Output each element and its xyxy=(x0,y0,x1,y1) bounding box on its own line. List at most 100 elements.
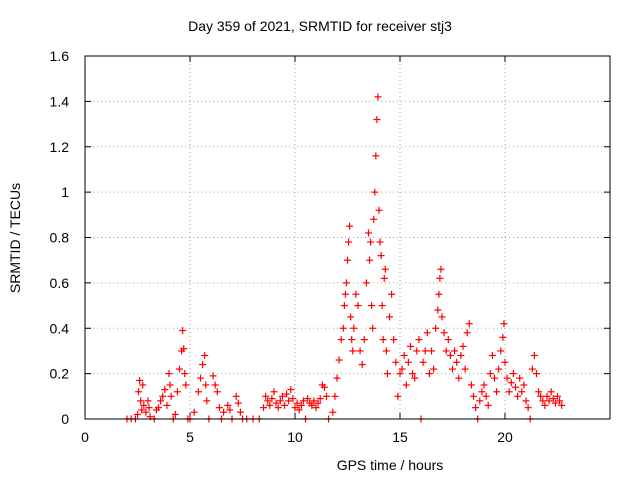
data-point xyxy=(459,342,467,350)
y-tick-label: 0.2 xyxy=(50,366,70,382)
data-point xyxy=(409,370,417,378)
data-point xyxy=(375,206,383,214)
data-point xyxy=(163,401,171,409)
data-point xyxy=(374,93,382,101)
data-point xyxy=(453,358,461,366)
data-point xyxy=(480,381,488,389)
data-point xyxy=(430,365,438,373)
x-tick-label: 0 xyxy=(81,429,89,445)
data-point xyxy=(465,320,473,328)
data-point xyxy=(402,381,410,389)
data-point xyxy=(297,401,305,409)
data-point xyxy=(488,351,496,359)
data-point xyxy=(135,388,143,396)
data-point xyxy=(368,302,376,310)
data-point xyxy=(167,392,175,400)
data-point xyxy=(419,358,427,366)
data-point xyxy=(381,265,389,273)
data-point xyxy=(451,347,459,355)
data-point xyxy=(144,397,152,405)
data-point xyxy=(537,392,545,400)
data-point xyxy=(337,336,345,344)
data-point xyxy=(342,279,350,287)
data-point xyxy=(348,336,356,344)
data-point xyxy=(145,404,153,412)
data-point xyxy=(551,399,559,407)
data-point xyxy=(400,351,408,359)
data-point xyxy=(180,345,188,353)
data-point xyxy=(283,390,291,398)
data-point xyxy=(373,116,381,124)
data-point xyxy=(386,313,393,321)
data-point xyxy=(539,397,547,405)
data-point xyxy=(457,351,465,359)
data-point xyxy=(155,404,162,412)
data-point xyxy=(360,336,368,344)
data-point xyxy=(329,408,337,416)
data-point xyxy=(463,329,471,337)
data-point xyxy=(440,329,448,337)
data-point xyxy=(514,392,522,400)
data-point xyxy=(370,215,378,223)
data-point xyxy=(137,397,145,405)
data-point xyxy=(367,238,375,246)
data-point xyxy=(499,333,507,341)
data-point xyxy=(435,290,443,298)
data-point xyxy=(493,388,501,396)
data-point xyxy=(472,404,480,412)
data-point xyxy=(446,351,454,359)
data-point xyxy=(159,392,167,400)
data-point xyxy=(278,392,286,400)
data-point xyxy=(171,410,179,418)
data-point xyxy=(509,370,517,378)
data-point xyxy=(554,392,561,400)
data-point xyxy=(142,408,150,416)
data-point xyxy=(495,365,503,373)
data-point xyxy=(500,320,508,328)
data-point xyxy=(428,347,435,355)
data-point xyxy=(482,392,490,400)
data-point xyxy=(270,388,278,396)
data-point xyxy=(339,324,347,332)
data-point xyxy=(396,370,404,378)
data-point xyxy=(354,302,362,310)
y-tick-label: 1 xyxy=(61,184,69,200)
data-point xyxy=(415,336,423,344)
data-point xyxy=(522,397,530,405)
y-tick-label: 1.2 xyxy=(50,139,70,155)
data-point xyxy=(369,324,377,332)
data-point xyxy=(335,356,343,364)
data-point xyxy=(413,347,421,355)
data-point xyxy=(436,274,444,282)
data-point xyxy=(376,238,384,246)
data-point xyxy=(478,388,486,396)
data-point xyxy=(516,374,524,382)
data-point xyxy=(380,274,388,282)
data-point xyxy=(157,397,165,405)
data-point xyxy=(220,408,228,416)
data-point xyxy=(316,395,324,403)
data-point xyxy=(518,388,526,396)
y-tick-label: 1.4 xyxy=(50,93,70,109)
data-point xyxy=(276,397,284,405)
data-point xyxy=(549,395,557,403)
data-point xyxy=(390,336,398,344)
plot-frame xyxy=(84,55,611,420)
chart-title: Day 359 of 2021, SRMTID for receiver stj… xyxy=(188,18,452,34)
data-point xyxy=(421,347,429,355)
data-points xyxy=(123,93,566,423)
data-point xyxy=(295,406,303,414)
data-point xyxy=(484,401,492,409)
data-point xyxy=(344,256,351,264)
data-point xyxy=(541,401,549,409)
data-point xyxy=(202,381,210,389)
data-point xyxy=(213,388,221,396)
data-point xyxy=(291,404,299,412)
data-point xyxy=(505,388,513,396)
data-point xyxy=(556,397,564,405)
data-point xyxy=(260,404,267,412)
data-point xyxy=(323,392,330,400)
data-point xyxy=(226,406,234,414)
data-point xyxy=(449,365,456,373)
